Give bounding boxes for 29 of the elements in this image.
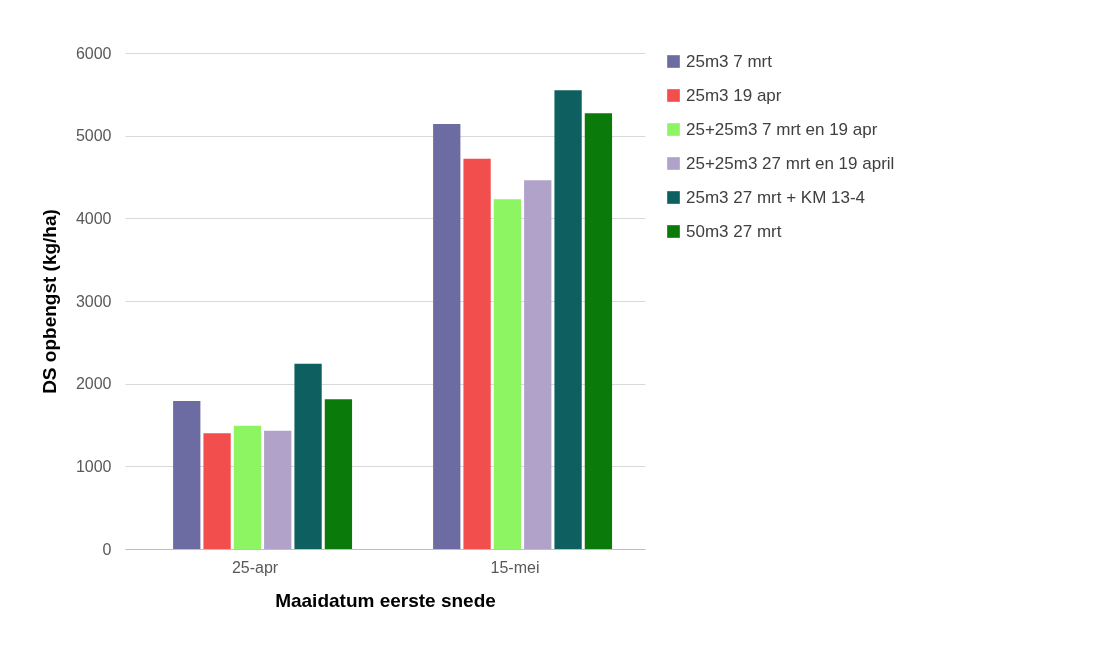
y-tick-label: 0 [102,540,112,558]
legend-label: 25+25m3 7 mrt en 19 apr [686,119,878,139]
bar [493,199,522,549]
legend-label: 25m3 27 mrt + KM 13-4 [686,187,866,207]
bar [264,430,292,549]
y-tick-label: 6000 [75,44,112,62]
y-tick-label: 2000 [75,375,112,393]
y-tick-label: 1000 [75,457,112,475]
bar [584,113,613,549]
bar [463,158,491,549]
x-tick-label: 15-mei [490,558,540,576]
legend-label: 25m3 7 mrt [686,51,773,71]
bar [203,433,231,549]
bar [524,180,552,549]
bar [173,401,201,549]
legend-label: 25m3 19 apr [686,85,782,105]
bar [324,399,353,549]
y-tick-label: 3000 [75,292,112,310]
y-tick-label: 5000 [75,127,112,145]
y-axis-title: DS opbengst (kg/ha) [38,209,60,394]
y-tick-label: 4000 [75,209,112,227]
legend-label: 50m3 27 mrt [686,221,782,241]
x-tick-label: 25-apr [231,558,279,576]
bar [294,363,322,549]
bar [554,90,582,549]
x-axis-title: Maaidatum eerste snede [275,589,496,611]
bar [433,124,461,549]
bar [233,425,262,549]
legend-label: 25+25m3 27 mrt en 19 april [686,153,895,173]
